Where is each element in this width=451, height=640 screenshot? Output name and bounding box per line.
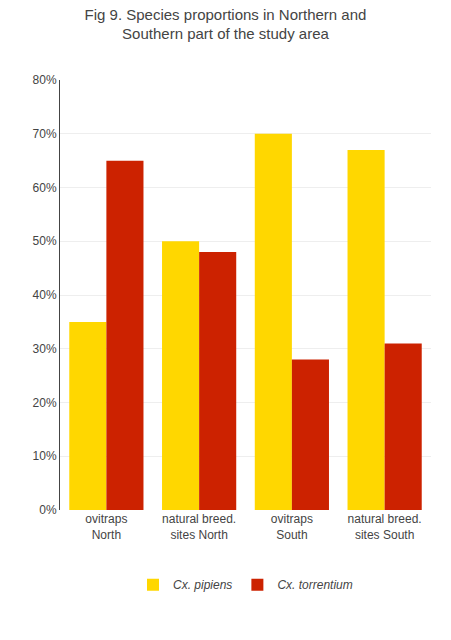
svg-text:natural breed.sites North: natural breed.sites North bbox=[162, 512, 236, 542]
svg-text:20%: 20% bbox=[33, 396, 57, 410]
svg-text:60%: 60% bbox=[33, 181, 57, 195]
svg-text:40%: 40% bbox=[33, 288, 57, 302]
svg-text:80%: 80% bbox=[33, 73, 57, 87]
svg-text:0%: 0% bbox=[39, 503, 57, 517]
svg-text:30%: 30% bbox=[33, 342, 57, 356]
svg-text:ovitrapsSouth: ovitrapsSouth bbox=[271, 512, 313, 542]
svg-text:ovitrapsNorth: ovitrapsNorth bbox=[85, 512, 127, 542]
svg-text:10%: 10% bbox=[33, 449, 57, 463]
svg-text:Cx. torrentium: Cx. torrentium bbox=[277, 578, 352, 592]
svg-text:Fig 9. Species proportions in: Fig 9. Species proportions in Northern a… bbox=[85, 6, 367, 43]
svg-text:70%: 70% bbox=[33, 127, 57, 141]
svg-text:50%: 50% bbox=[33, 234, 57, 248]
svg-text:natural breed.sites South: natural breed.sites South bbox=[348, 512, 422, 542]
svg-text:Cx. pipiens: Cx. pipiens bbox=[173, 578, 232, 592]
